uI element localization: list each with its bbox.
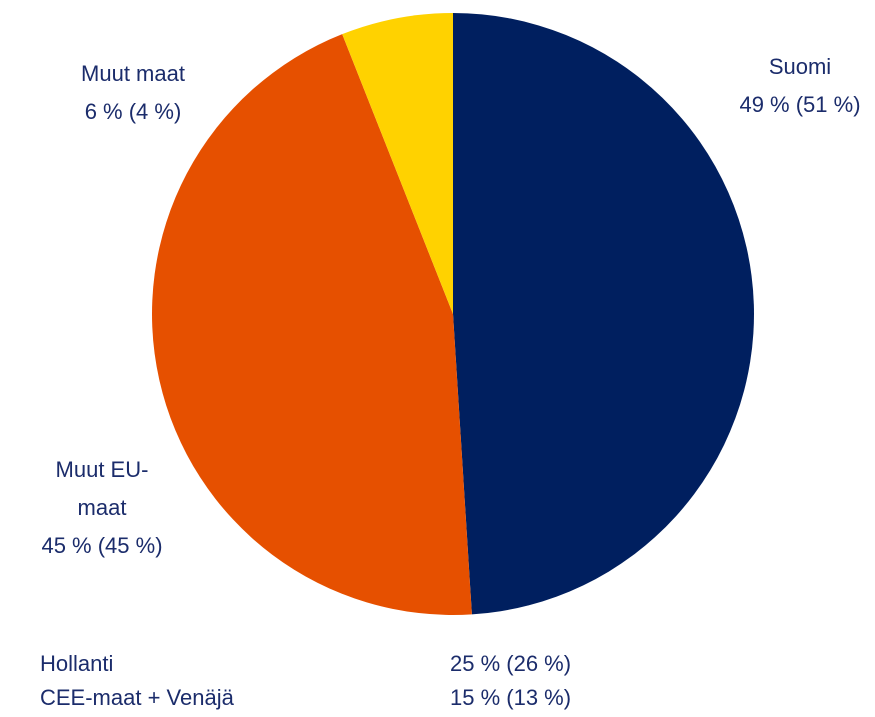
annotation-text: 15 % (13 %) — [450, 685, 572, 710]
pie-slice — [151, 34, 472, 616]
slice-label: Muut EU-maat 45 % (45 %) — [41, 451, 162, 565]
pie-slice — [453, 13, 754, 615]
pie-slice — [342, 13, 453, 314]
slice-value: 6 % (4 %) — [84, 99, 182, 124]
slice-value: 49 % (51 %) — [739, 92, 861, 117]
annotation-text: CEE-maat + Venäjä — [40, 685, 234, 710]
annotation-text: 25 % (26 %) — [450, 651, 572, 676]
slice-value: 45 % (45 %) — [41, 533, 163, 558]
annotation-name: Hollanti — [40, 647, 113, 681]
slice-name: Muut EU-maat — [55, 457, 149, 520]
slice-name: Suomi — [768, 54, 832, 79]
annotation-name: CEE-maat + Venäjä — [40, 681, 234, 715]
annotation-text: Hollanti — [40, 651, 114, 676]
annotation-value: 25 % (26 %) — [450, 647, 571, 681]
slice-label: Suomi 49 % (51 %) — [700, 48, 875, 124]
annotation-value: 15 % (13 %) — [450, 681, 571, 715]
slice-name: Muut maat — [81, 61, 185, 86]
slice-label: Muut maat 6 % (4 %) — [43, 55, 223, 131]
